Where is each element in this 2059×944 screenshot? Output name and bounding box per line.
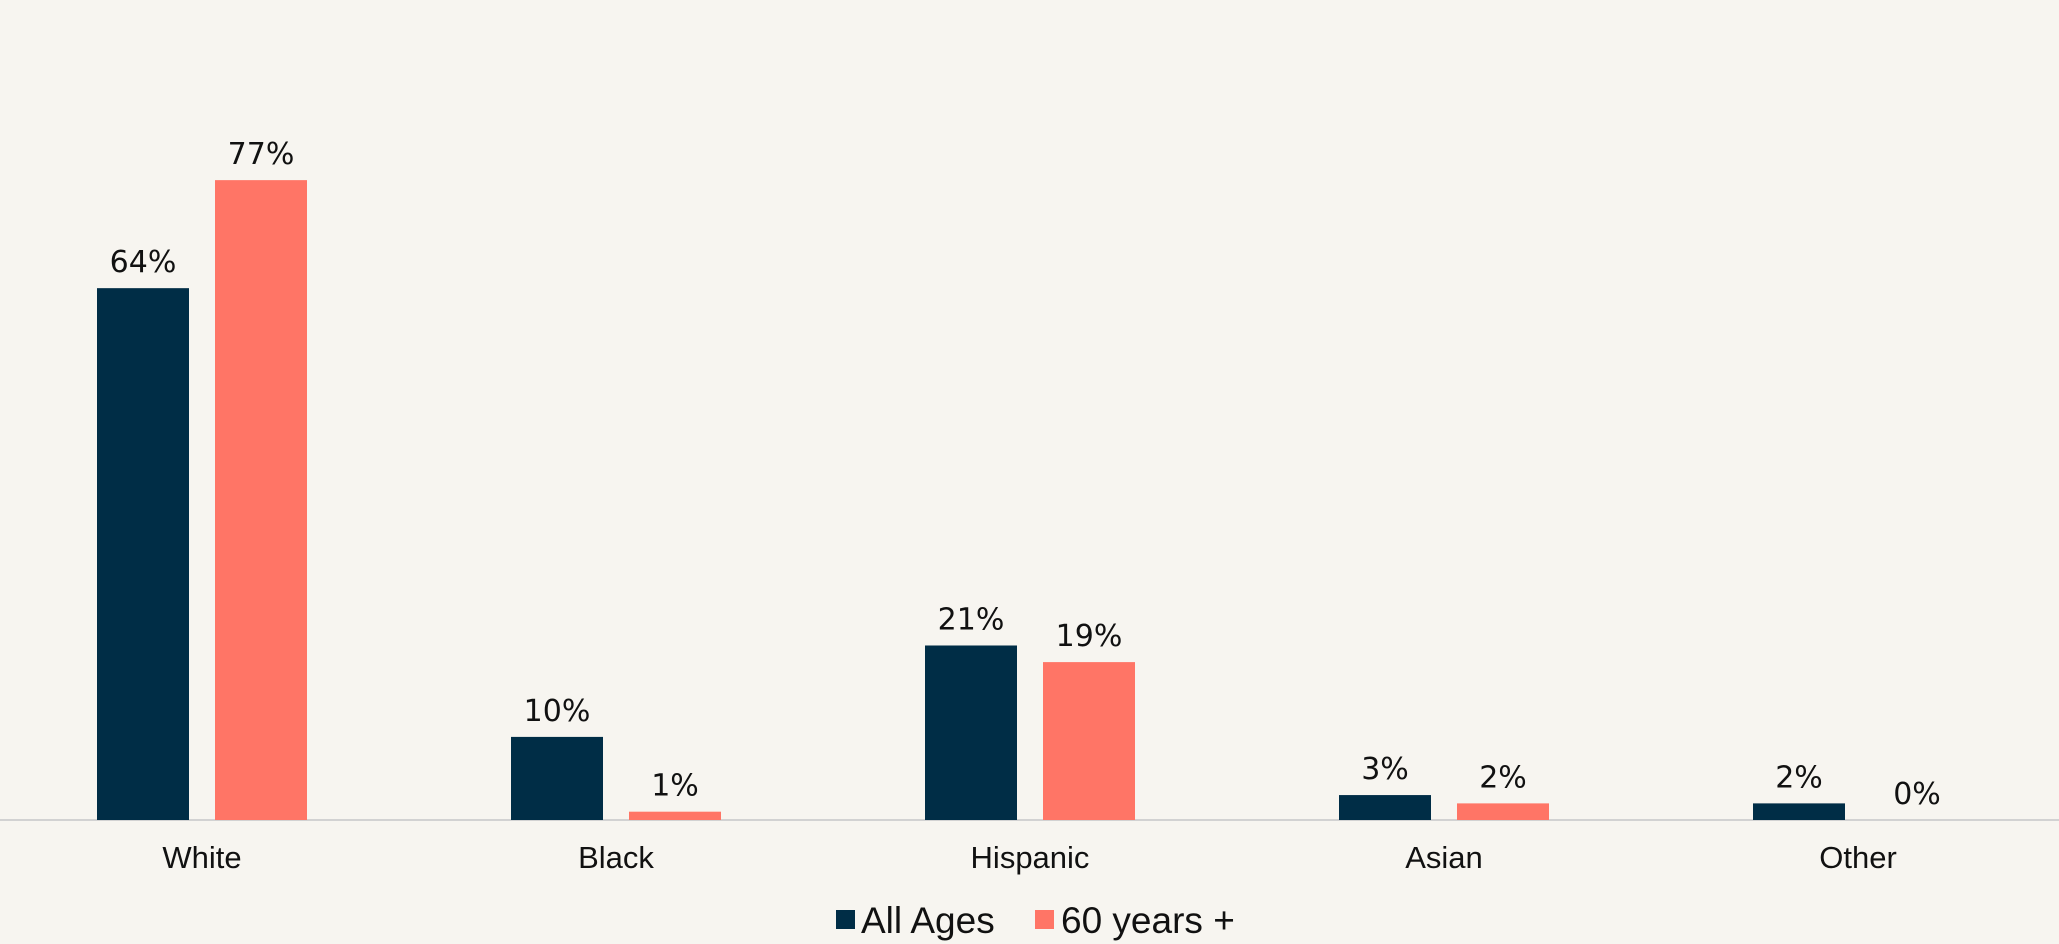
value-label-hispanic-all-ages: 21% — [938, 602, 1005, 637]
bar-asian-60-years — [1457, 803, 1549, 820]
category-label-hispanic: Hispanic — [971, 840, 1090, 875]
value-label-asian-60-years: 2% — [1479, 760, 1527, 795]
bar-other-all-ages — [1753, 803, 1845, 820]
legend-label-60-years: 60 years + — [1061, 900, 1235, 941]
bar-black-all-ages — [511, 736, 603, 820]
bar-hispanic-60-years — [1043, 662, 1135, 820]
category-label-black: Black — [578, 840, 654, 875]
legend-label-all-ages: All Ages — [861, 900, 995, 941]
category-labels-group: White Black Hispanic Asian Other — [162, 840, 1896, 875]
value-label-other-60-years: 0% — [1893, 777, 1941, 812]
value-labels-group: 64% 77% 10% 1% 21% 19% 3% 2% 2% 0% — [110, 137, 1941, 812]
bars-group — [97, 180, 1845, 820]
bar-hispanic-all-ages — [925, 645, 1017, 820]
value-label-white-60-years: 77% — [228, 137, 295, 172]
value-label-asian-all-ages: 3% — [1361, 752, 1409, 787]
legend-swatch-all-ages — [836, 910, 855, 929]
bar-white-60-years — [215, 180, 307, 820]
bar-white-all-ages — [97, 288, 189, 820]
category-label-asian: Asian — [1405, 840, 1483, 875]
bar-asian-all-ages — [1339, 795, 1431, 820]
value-label-other-all-ages: 2% — [1775, 760, 1823, 795]
value-label-white-all-ages: 64% — [110, 245, 177, 280]
bar-black-60-years — [629, 811, 721, 820]
category-label-white: White — [162, 840, 241, 875]
category-label-other: Other — [1819, 840, 1897, 875]
value-label-hispanic-60-years: 19% — [1056, 619, 1123, 654]
legend-swatch-60-years — [1035, 910, 1054, 929]
legend: All Ages 60 years + — [836, 900, 1235, 941]
value-label-black-all-ages: 10% — [524, 694, 591, 729]
value-label-black-60-years: 1% — [651, 769, 699, 804]
